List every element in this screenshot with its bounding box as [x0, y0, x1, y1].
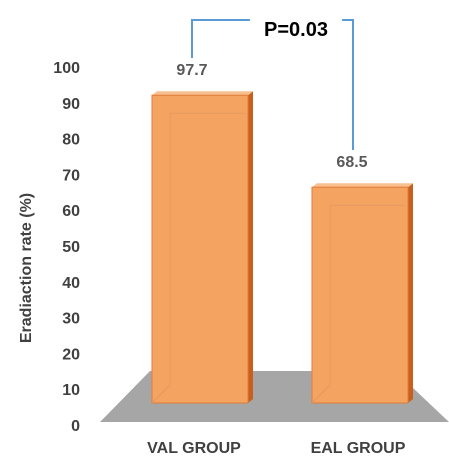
bar-edge-1: [169, 112, 246, 385]
bar-side-1: [248, 91, 253, 403]
bar-edge-2: [329, 204, 406, 385]
bar-side-2: [408, 183, 413, 403]
bar-2: [311, 183, 413, 404]
y-tick-label-40: 40: [62, 275, 80, 292]
data-label-2: 68.5: [336, 154, 367, 171]
p-value-annotation: P=0.03: [264, 19, 328, 41]
y-tick-label-30: 30: [62, 311, 80, 328]
y-tick-label-20: 20: [62, 346, 80, 363]
bar-1: [151, 91, 253, 404]
y-tick-label-0: 0: [71, 418, 80, 435]
bar-corner-2: [311, 384, 331, 404]
bar-top-2: [312, 183, 413, 188]
bar-front-2: [311, 186, 409, 404]
category-labels: VAL GROUP EAL GROUP: [147, 440, 406, 457]
bar-front-1: [151, 94, 249, 404]
bars: [151, 91, 413, 404]
y-tick-label-80: 80: [62, 132, 80, 149]
y-tick-labels: 0 10 20 30 40 50 60 70 80 90 100: [53, 60, 80, 435]
bar-top-1: [152, 91, 253, 96]
data-label-1: 97.7: [176, 62, 207, 79]
data-labels: 97.7 68.5: [176, 62, 367, 171]
y-tick-label-50: 50: [62, 239, 80, 256]
y-tick-label-60: 60: [62, 203, 80, 220]
y-tick-label-70: 70: [62, 167, 80, 184]
category-label-2: EAL GROUP: [311, 440, 406, 457]
bar-corner-1: [151, 384, 171, 404]
y-tick-label-90: 90: [62, 96, 80, 113]
annotation-background: [250, 14, 342, 42]
y-tick-label-10: 10: [62, 382, 80, 399]
y-axis-label: Eradiaction rate (%): [18, 193, 35, 343]
category-label-1: VAL GROUP: [147, 440, 241, 457]
y-tick-label-100: 100: [53, 60, 80, 77]
